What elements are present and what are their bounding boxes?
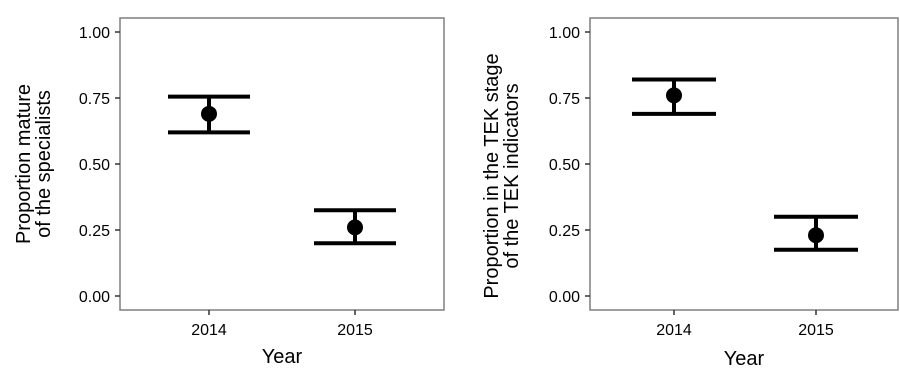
y-tick-label: 0.00 [549, 289, 580, 306]
left-y-axis: 0.00 0.25 0.50 0.75 1.00 [79, 25, 120, 306]
x-tick-label: 2015 [798, 322, 834, 339]
right-data-marks [632, 77, 858, 252]
right-plot-panel [589, 17, 899, 311]
y-tick-label: 1.00 [79, 25, 110, 42]
left-plot-panel [119, 17, 445, 311]
left-y-axis-title-line2: of the specialists [33, 90, 55, 238]
right-x-axis-title: Year [724, 348, 765, 369]
data-point [201, 105, 217, 122]
left-y-axis-title-line1: Proportion mature [13, 84, 35, 244]
y-tick-label: 0.50 [549, 157, 580, 174]
x-tick-label: 2014 [191, 322, 227, 339]
y-tick-label: 0.25 [549, 223, 580, 240]
left-x-axis: 2014 2015 [191, 310, 373, 339]
x-tick-label: 2015 [337, 322, 373, 339]
right-y-axis-title-line1: Proportion in the TEK stage [481, 53, 503, 298]
y-tick-label: 0.75 [549, 91, 580, 108]
data-point [666, 87, 682, 104]
y-tick-label: 0.75 [79, 91, 110, 108]
left-x-axis-title: Year [262, 346, 303, 368]
y-tick-label: 0.00 [79, 289, 110, 306]
data-point [808, 227, 824, 244]
left-data-marks [168, 94, 396, 246]
right-chart: 0.00 0.25 0.50 0.75 1.00 2014 2015 Year Propo… [481, 17, 899, 369]
y-tick-label: 1.00 [549, 25, 580, 42]
y-tick-label: 0.25 [79, 223, 110, 240]
right-y-axis-title-line2: of the TEK indicators [501, 83, 523, 268]
left-chart: 0.00 0.25 0.50 0.75 1.00 2014 2015 Year Propo… [13, 17, 445, 368]
data-point [347, 219, 363, 236]
y-tick-label: 0.50 [79, 157, 110, 174]
right-y-axis: 0.00 0.25 0.50 0.75 1.00 [549, 25, 590, 306]
right-x-axis: 2014 2015 [656, 310, 834, 339]
x-tick-label: 2014 [656, 322, 692, 339]
